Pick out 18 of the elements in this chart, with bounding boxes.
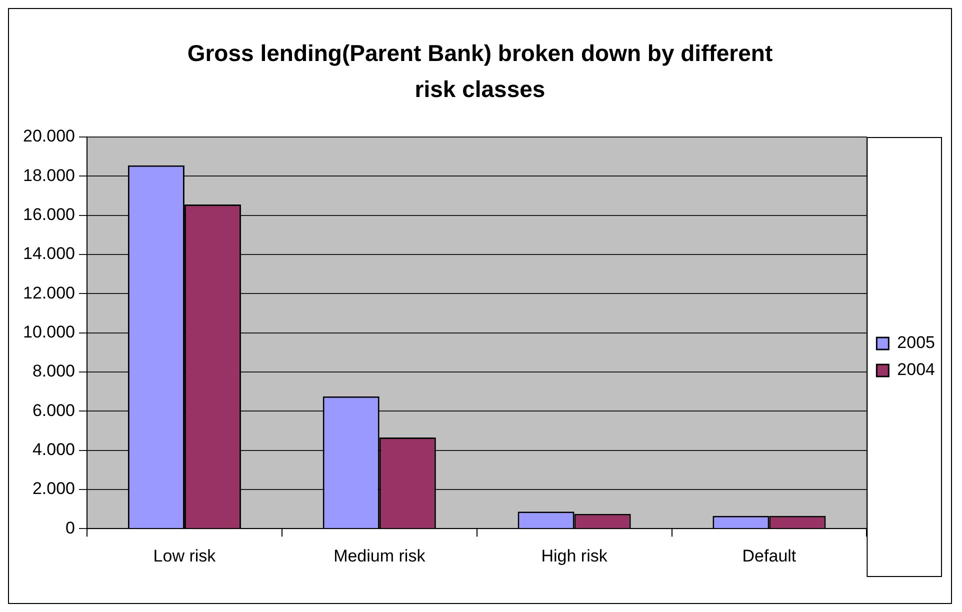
y-tick-label: 16.000 — [22, 205, 75, 224]
y-tick-label: 12.000 — [22, 283, 75, 302]
x-tick-label: High risk — [541, 546, 608, 566]
y-tick-label: 4.000 — [32, 440, 75, 459]
y-tick-label: 2.000 — [32, 479, 75, 498]
y-tick-label: 20.000 — [22, 126, 75, 146]
x-tick-label: Default — [742, 546, 796, 566]
y-tick-label: 18.000 — [22, 166, 75, 185]
y-tick-label: 8.000 — [32, 362, 75, 381]
chart-title: Gross lending(Parent Bank) broken down by different risk classes — [186, 39, 774, 104]
legend-label: 2005 — [897, 333, 936, 352]
y-tick-label: 14.000 — [22, 244, 75, 264]
legend-label: 2004 — [897, 360, 936, 380]
x-tick-label: Medium risk — [334, 546, 426, 566]
y-tick-label: 0 — [66, 518, 75, 538]
y-tick-label: 6.000 — [32, 400, 75, 420]
x-tick-label: Low risk — [153, 546, 216, 566]
y-tick-label: 10.000 — [22, 322, 75, 342]
